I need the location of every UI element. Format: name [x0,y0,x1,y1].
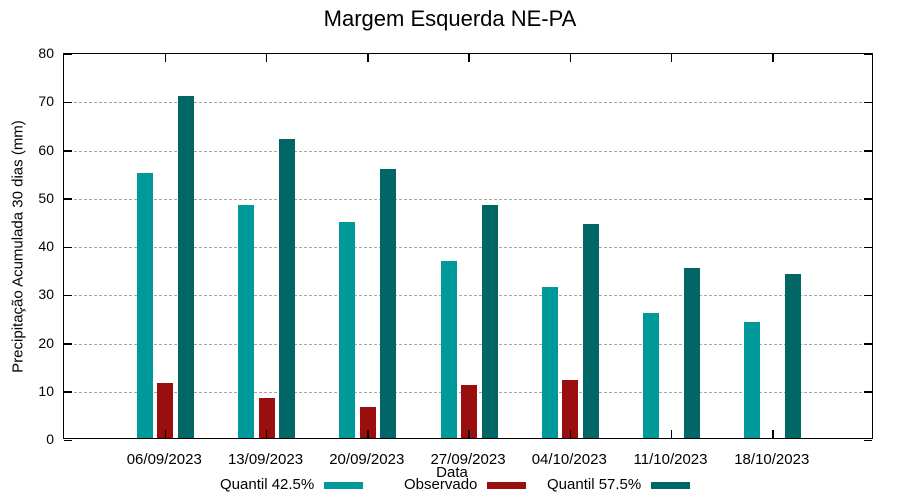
y-tick-mark-left-30 [64,294,72,297]
y-tick-label-80: 80 [38,45,54,61]
legend-swatch-icon [487,481,527,489]
bar-observado-04-10-2023 [562,380,579,439]
x-tick-mark-top-2 [367,54,369,62]
x-axis-title: Data [436,464,468,481]
x-tick-mark-bottom-1 [265,430,268,438]
legend-swatch-icon [651,481,691,489]
bar-quantil-42.5--04-10-2023 [541,286,558,439]
bar-quantil-42.5--13-09-2023 [238,204,254,439]
y-tick-mark-left-70 [64,101,72,104]
bar-quantil-42.5--06-09-2023 [136,173,153,439]
y-tick-label-50: 50 [38,189,54,206]
y-tick-mark-right-30 [864,294,872,297]
y-tick-label-0: 0 [46,431,54,447]
legend-label: Quantil 57.5% [547,476,642,493]
legend-label: Observado [404,476,478,493]
y-tick-mark-right-40 [864,246,872,248]
bar-quantil-42.5--18-10-2023 [744,321,761,439]
x-tick-label-27-09-2023: 27/09/2023 [430,451,506,468]
bar-quantil-42.5--20-09-2023 [339,221,356,439]
y-tick-mark-left-20 [64,343,72,345]
legend-swatch-icon [324,481,364,489]
bar-observado-20-09-2023 [359,406,376,439]
y-tick-label-60: 60 [38,141,54,158]
y-tick-mark-right-10 [864,391,872,393]
y-tick-label-40: 40 [38,238,54,254]
legend-entry-quantil-57.5-: Quantil 57.5% [547,476,691,493]
gridline-y-50 [64,198,872,200]
x-tick-mark-top-0 [164,54,166,62]
plot-area [63,53,873,441]
bar-quantil-57.5--04-10-2023 [582,223,599,439]
y-tick-mark-left-0 [64,439,72,441]
bar-quantil-57.5--20-09-2023 [380,168,397,439]
x-tick-mark-bottom-4 [569,430,571,438]
bar-quantil-57.5--13-09-2023 [279,139,295,439]
x-tick-mark-top-5 [670,54,673,62]
gridline-y-20 [64,343,872,345]
x-tick-mark-bottom-0 [164,430,166,438]
x-tick-label-13-09-2023: 13/09/2023 [227,451,304,468]
y-tick-label-70: 70 [38,93,54,110]
legend-entry-observado: Observado [404,476,527,493]
bar-quantil-57.5--18-10-2023 [785,274,802,439]
gridline-y-70 [64,102,872,104]
y-tick-mark-left-60 [64,150,72,152]
gridline-y-40 [64,247,872,248]
x-tick-label-18-10-2023: 18/10/2023 [734,451,810,468]
legend-label: Quantil 42.5% [220,476,315,493]
x-tick-label-11-10-2023: 11/10/2023 [633,451,708,468]
y-tick-mark-right-60 [864,150,872,152]
y-tick-mark-right-0 [864,439,872,441]
gridline-y-60 [64,150,872,152]
x-tick-mark-bottom-5 [670,430,673,438]
x-tick-mark-bottom-6 [772,430,774,438]
y-tick-mark-left-50 [64,198,72,200]
x-tick-label-20-09-2023: 20/09/2023 [329,451,405,468]
bar-quantil-42.5--11-10-2023 [643,312,659,439]
y-tick-mark-right-80 [864,53,872,55]
y-tick-mark-right-70 [864,101,872,104]
bar-observado-06-09-2023 [157,383,174,439]
y-tick-mark-right-50 [864,198,872,200]
gridline-y-30 [64,295,872,297]
bar-quantil-57.5--11-10-2023 [684,268,700,439]
bar-observado-27-09-2023 [461,384,477,439]
x-tick-label-04-10-2023: 04/10/2023 [531,451,607,468]
x-tick-label-06-09-2023: 06/09/2023 [126,451,202,468]
x-tick-mark-bottom-2 [367,430,369,438]
bar-observado-13-09-2023 [258,397,275,439]
x-tick-mark-bottom-3 [468,430,470,438]
y-tick-label-30: 30 [38,286,54,303]
legend-entry-quantil-42.5-: Quantil 42.5% [220,476,364,493]
y-tick-mark-left-80 [64,53,72,55]
y-tick-mark-right-20 [864,343,872,345]
x-tick-mark-top-4 [569,54,571,62]
bar-quantil-57.5--27-09-2023 [481,204,498,439]
y-tick-label-20: 20 [38,334,54,351]
y-tick-mark-left-10 [64,391,72,393]
x-tick-mark-top-3 [468,54,470,62]
y-tick-label-10: 10 [38,382,54,399]
x-tick-mark-top-6 [772,54,774,62]
y-tick-mark-left-40 [64,246,72,248]
chart-title: Margem Esquerda NE-PA [323,6,577,31]
x-tick-mark-top-1 [265,54,268,62]
bar-quantil-42.5--27-09-2023 [440,260,457,439]
bar-quantil-57.5--06-09-2023 [177,96,194,439]
